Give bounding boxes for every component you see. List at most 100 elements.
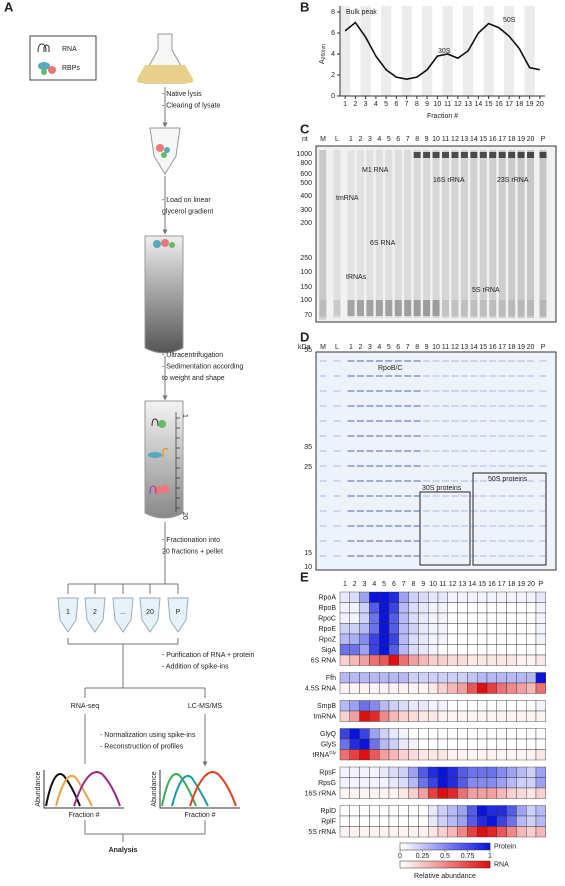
lysate — [136, 65, 194, 83]
band — [539, 540, 547, 542]
heat-cell — [369, 815, 380, 827]
gel-annotation: 23S rRNA — [497, 177, 529, 184]
heat-cell — [447, 623, 458, 635]
gel-unit: nt — [302, 136, 308, 143]
band — [508, 540, 516, 542]
band — [347, 540, 355, 542]
heat-cell — [388, 612, 400, 624]
lane-label: L — [335, 344, 339, 351]
band — [470, 495, 478, 497]
heat-cell — [408, 602, 419, 614]
band — [451, 435, 459, 437]
heat-cell — [535, 826, 547, 838]
heat-cell — [447, 700, 458, 712]
colorbar-step — [451, 861, 455, 868]
band — [366, 480, 374, 482]
band — [432, 300, 440, 316]
band — [356, 390, 364, 392]
heat-cell — [428, 602, 439, 614]
band — [333, 450, 341, 452]
y-tick-label: 6 — [331, 30, 335, 37]
heat-cell — [506, 787, 517, 799]
heat-cell — [477, 654, 488, 666]
band — [508, 420, 516, 422]
tube-label: 1 — [66, 609, 70, 616]
lane-label: 8 — [415, 136, 419, 143]
band — [404, 435, 412, 437]
heat-cell — [447, 682, 458, 694]
heat-cell — [516, 787, 527, 799]
tube-label: ... — [120, 609, 126, 616]
band — [489, 420, 497, 422]
heat-cell — [477, 738, 488, 750]
heat-cell — [379, 644, 390, 656]
x-tick-label: 20 — [536, 101, 544, 108]
rna-icon — [149, 485, 157, 495]
heat-cell — [447, 710, 458, 722]
band — [508, 555, 516, 557]
sample — [148, 452, 162, 458]
heat-cell — [398, 644, 409, 656]
band — [356, 450, 364, 452]
fraction-band — [401, 6, 412, 96]
heat-cell — [516, 682, 527, 694]
band — [432, 480, 440, 482]
band — [413, 375, 421, 377]
heat-cell — [418, 805, 429, 817]
heat-cell — [418, 710, 429, 722]
gel-annotation: M1 RNA — [362, 167, 389, 174]
band — [423, 375, 431, 377]
heat-cell — [535, 710, 547, 722]
heat-cell — [369, 700, 380, 712]
heat-cell — [359, 654, 370, 666]
heat-cell — [486, 602, 498, 614]
heat-cell — [516, 766, 527, 778]
x-tick-label: 17 — [505, 101, 513, 108]
heat-cell — [457, 787, 468, 799]
heat-cell — [359, 826, 370, 838]
marker-label: 25 — [304, 464, 312, 471]
colorbar-step — [421, 843, 425, 850]
band — [413, 555, 421, 557]
arrow — [84, 714, 205, 764]
row-label: tmRNA — [313, 713, 336, 720]
heat-cell — [516, 700, 527, 712]
heat-cell — [437, 728, 449, 740]
band — [319, 375, 327, 377]
heat-cell — [398, 654, 409, 666]
heat-cell — [486, 672, 498, 684]
heat-cell — [339, 623, 351, 635]
fraction-band — [422, 6, 433, 96]
lane-smear — [319, 150, 327, 318]
x-tick-label: 3 — [364, 101, 368, 108]
heat-cell — [428, 787, 439, 799]
heat-cell — [379, 815, 390, 827]
band — [333, 525, 341, 527]
band — [527, 420, 535, 422]
band — [347, 390, 355, 392]
heat-cell — [408, 787, 419, 799]
band — [479, 152, 487, 158]
band — [432, 510, 440, 512]
colorbar-step — [424, 861, 428, 868]
fraction-band — [504, 6, 515, 96]
heat-cell — [408, 815, 419, 827]
gel-annotation: 16S rRNA — [433, 177, 465, 184]
band — [356, 540, 364, 542]
heat-cell — [535, 766, 547, 778]
band — [356, 555, 364, 557]
lane-label: 10 — [432, 344, 440, 351]
heat-cell — [369, 654, 380, 666]
heat-cell — [428, 591, 439, 603]
lane-label: 12 — [451, 344, 459, 351]
band — [498, 540, 506, 542]
row-label-text: RpsG — [318, 780, 336, 787]
band — [404, 540, 412, 542]
band — [539, 450, 547, 452]
heat-cell — [339, 700, 351, 712]
heat-cell — [477, 644, 488, 656]
heat-cell — [526, 749, 537, 761]
fraction-band — [524, 6, 535, 96]
lane-smear — [423, 150, 431, 318]
heat-cell — [477, 766, 488, 778]
